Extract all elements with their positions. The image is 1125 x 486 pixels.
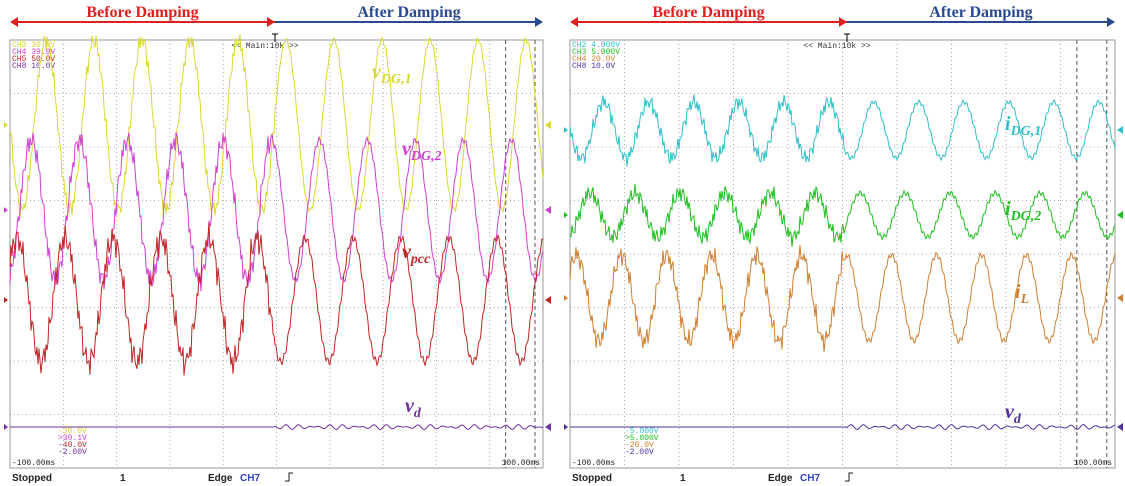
trace-subscript: DG,1 xyxy=(380,72,412,87)
trace-subscript: DG,1 xyxy=(1010,124,1042,139)
trace-subscript: DG,2 xyxy=(410,149,442,164)
arrow-head xyxy=(839,17,847,27)
after-label: After Damping xyxy=(929,4,1032,21)
arrow-head xyxy=(267,17,275,27)
trigger-source: CH7 xyxy=(240,473,260,484)
offset-readout: -2.00V xyxy=(58,448,87,457)
time-start: -100.00ms xyxy=(572,459,615,468)
trace-subscript: d xyxy=(414,406,422,421)
arrow-head xyxy=(10,17,18,27)
time-end: 100.00ms xyxy=(1074,459,1113,468)
channel-marker xyxy=(545,296,551,304)
channel-marker xyxy=(4,122,8,128)
arrow-head xyxy=(535,17,543,27)
before-label: Before Damping xyxy=(86,4,198,21)
timebase: << Main:10k >> xyxy=(803,42,870,51)
after-label: After Damping xyxy=(357,4,460,21)
channel-readout: CH8 10.0V xyxy=(12,62,55,71)
trigger-mode: Edge xyxy=(768,473,793,484)
channel-marker xyxy=(1117,294,1123,302)
channel-readout: CH8 10.0V xyxy=(572,62,615,71)
channel-marker xyxy=(1117,211,1123,219)
channel-marker xyxy=(564,127,568,133)
channel-marker xyxy=(545,121,551,129)
trigger-mode: Edge xyxy=(208,473,233,484)
offset-readout: -2.00V xyxy=(625,448,654,457)
trace-subscript: L xyxy=(1020,292,1030,307)
arrow-head xyxy=(570,17,578,27)
channel-marker xyxy=(564,424,568,430)
arrow-head xyxy=(1107,17,1115,27)
status: Stopped xyxy=(572,473,612,484)
panel: Before Damping After Damping << Main:10k >… xyxy=(564,4,1123,484)
trace-subscript: d xyxy=(1014,412,1022,427)
channel-marker xyxy=(1117,126,1123,134)
channel-marker xyxy=(564,295,568,301)
edge-icon xyxy=(845,473,853,481)
trigger-count: 1 xyxy=(120,473,126,484)
channel-marker xyxy=(545,423,551,431)
channel-marker xyxy=(4,207,8,213)
screenshot: Before Damping After Damping << Main:10k >… xyxy=(0,0,1125,486)
trace-subscript: DG,2 xyxy=(1010,209,1042,224)
channel-marker xyxy=(1117,423,1123,431)
status: Stopped xyxy=(12,473,52,484)
channel-marker xyxy=(4,297,8,303)
trigger-count: 1 xyxy=(680,473,686,484)
time-end: 100.00ms xyxy=(502,459,541,468)
edge-icon xyxy=(285,473,293,481)
trace-subscript: pcc xyxy=(410,252,431,267)
trigger-source: CH7 xyxy=(800,473,820,484)
before-label: Before Damping xyxy=(652,4,764,21)
time-start: -100.00ms xyxy=(12,459,55,468)
channel-marker xyxy=(564,212,568,218)
channel-marker xyxy=(545,206,551,214)
channel-marker xyxy=(4,424,8,430)
